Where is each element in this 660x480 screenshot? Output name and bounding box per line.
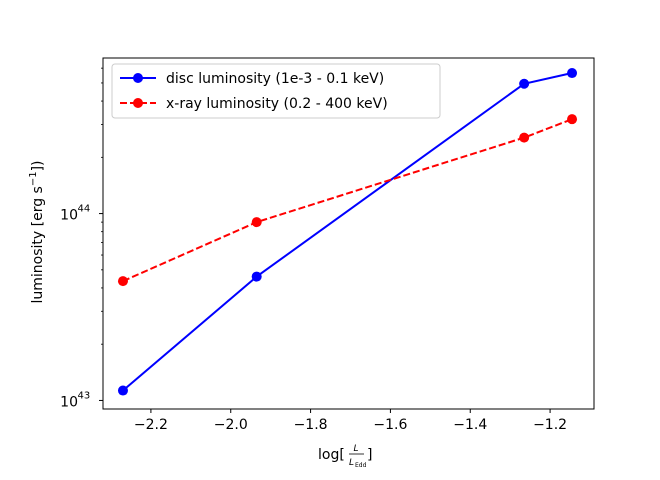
y-tick-base: 10 xyxy=(60,208,78,224)
x-label-denominator-sub: Edd xyxy=(355,462,367,469)
y-label-text: luminosity [erg s−1]) xyxy=(28,160,46,303)
x-label-suffix: ] xyxy=(367,447,372,463)
x-axis-ticks: −2.2 −2.0 −1.8 −1.6 −1.4 −1.2 xyxy=(134,409,567,433)
series-1-point xyxy=(519,132,530,143)
legend-label-disc: disc luminosity (1e-3 - 0.1 keV) xyxy=(166,71,384,87)
y-tick-exponent: 44 xyxy=(78,204,91,215)
series-line-1 xyxy=(122,118,573,283)
legend-marker-disc xyxy=(133,73,143,83)
series-1-point xyxy=(117,276,128,287)
x-axis-label: log[ L L Edd ] xyxy=(318,444,372,469)
series-0-point xyxy=(251,271,262,282)
x-tick-label: −1.8 xyxy=(294,417,328,433)
y-label-sup: −1 xyxy=(28,171,39,186)
x-label-denominator: L xyxy=(349,458,354,468)
x-tick-label: −2.0 xyxy=(214,417,248,433)
y-tick-exponent: 43 xyxy=(78,390,91,401)
y-tick-label: 10 xyxy=(60,208,78,224)
legend-box xyxy=(111,63,441,119)
series-0-point xyxy=(117,385,128,396)
x-tick-label: −1.4 xyxy=(453,417,487,433)
series-line-0 xyxy=(122,72,573,392)
x-label-numerator: L xyxy=(353,444,358,454)
legend-marker-xray xyxy=(133,98,143,108)
x-label-prefix: log[ xyxy=(318,447,345,463)
y-label-main: luminosity [erg s xyxy=(30,186,46,303)
legend-label-xray: x-ray luminosity (0.2 - 400 keV) xyxy=(166,96,388,112)
series-layer xyxy=(117,68,578,396)
series-1-point xyxy=(251,217,262,228)
series-0-point xyxy=(567,68,578,79)
legend: disc luminosity (1e-3 - 0.1 keV) x-ray l… xyxy=(111,63,441,119)
series-0-point xyxy=(519,78,530,89)
x-tick-label: −2.2 xyxy=(134,417,168,433)
series-1-point xyxy=(567,114,578,125)
x-tick-label: −1.2 xyxy=(533,417,567,433)
y-label-suffix: ]) xyxy=(30,160,46,171)
y-tick-base: 10 xyxy=(60,394,78,410)
plot-area-frame xyxy=(102,57,595,410)
x-tick-label: −1.6 xyxy=(373,417,407,433)
y-tick-label: 10 xyxy=(60,394,78,410)
y-axis-label: luminosity [erg s−1]) xyxy=(28,160,46,303)
